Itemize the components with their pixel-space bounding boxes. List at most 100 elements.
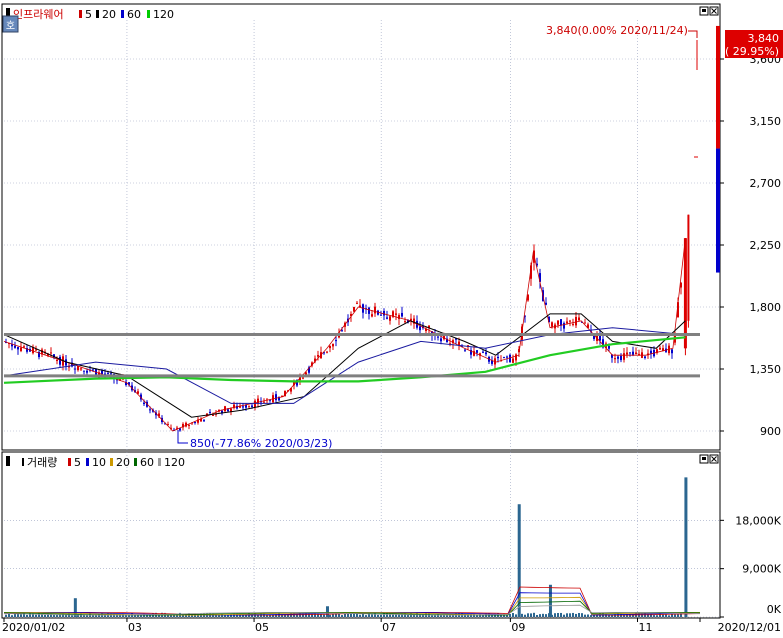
volume-bar bbox=[71, 615, 73, 617]
volume-bar bbox=[83, 615, 85, 617]
volume-bar bbox=[413, 614, 415, 617]
price-candle-body bbox=[194, 422, 196, 424]
price-candle-body bbox=[332, 343, 334, 347]
volume-bar bbox=[185, 614, 187, 617]
volume-bar bbox=[533, 612, 535, 617]
volume-bar bbox=[44, 614, 46, 617]
price-candle-body bbox=[398, 315, 400, 319]
volume-bar bbox=[359, 614, 361, 617]
volume-bar bbox=[551, 614, 553, 617]
volume-bar bbox=[56, 614, 58, 617]
volume-bar bbox=[41, 614, 43, 617]
price-candle-body bbox=[110, 373, 112, 375]
price-candle-body bbox=[404, 321, 406, 323]
volume-bar bbox=[572, 612, 574, 617]
price-panel-close-button[interactable] bbox=[709, 6, 719, 16]
price-candle-body bbox=[506, 356, 508, 358]
price-panel-restore-button[interactable] bbox=[699, 6, 709, 16]
volume-bar bbox=[557, 612, 559, 617]
price-candle-body bbox=[377, 310, 379, 315]
volume-bar bbox=[383, 613, 385, 617]
volume-bar bbox=[239, 614, 241, 617]
volume-bar bbox=[35, 614, 37, 617]
price-candle-body bbox=[164, 423, 166, 425]
volume-bar bbox=[530, 613, 532, 617]
price-candle-body bbox=[80, 368, 82, 370]
volume-bar bbox=[104, 614, 106, 617]
price-candle-body bbox=[566, 321, 568, 324]
price-candle-body bbox=[551, 322, 553, 327]
volume-bar bbox=[146, 614, 148, 617]
volume-bar bbox=[344, 613, 346, 617]
price-candle-body bbox=[632, 351, 634, 355]
volume-bar bbox=[380, 614, 382, 617]
volume-bar bbox=[647, 613, 649, 617]
price-candle-body bbox=[14, 345, 16, 348]
ma-120-line bbox=[3, 336, 686, 384]
volume-bar bbox=[452, 614, 454, 617]
price-candle-body bbox=[77, 366, 79, 371]
volume-bar bbox=[521, 613, 523, 617]
price-candle-body bbox=[281, 395, 283, 397]
price-candle-body bbox=[38, 351, 40, 358]
price-candle-body bbox=[248, 405, 250, 407]
axis-layer: 3,6003,1502,7002,2501,8001,35090018,000K… bbox=[2, 53, 782, 634]
price-candle-body bbox=[176, 427, 178, 429]
price-candle-body bbox=[527, 294, 529, 301]
price-range-bar-up bbox=[716, 25, 720, 149]
price-candle-body bbox=[626, 352, 628, 355]
volume-bar bbox=[350, 613, 352, 617]
volume-bar bbox=[467, 613, 469, 617]
price-candle-body bbox=[413, 318, 415, 324]
price-candle-body bbox=[644, 356, 646, 358]
price-candle-body bbox=[545, 302, 547, 305]
price-candle-body bbox=[167, 424, 169, 426]
volume-bar bbox=[392, 614, 394, 617]
volume-bar bbox=[653, 615, 655, 617]
price-candle-body bbox=[578, 317, 580, 321]
volume-bar bbox=[356, 613, 358, 617]
volume-bar bbox=[362, 613, 364, 617]
volume-bar bbox=[443, 614, 445, 617]
volume-bar bbox=[158, 615, 160, 617]
price-candle-body bbox=[203, 420, 205, 422]
price-candle-body bbox=[8, 343, 10, 345]
volume-bar bbox=[17, 612, 19, 617]
price-candle-body bbox=[560, 319, 562, 326]
volume-bar bbox=[314, 613, 316, 617]
volume-panel-close-button[interactable] bbox=[709, 454, 719, 464]
price-candle-body bbox=[17, 347, 19, 350]
price-candle-body bbox=[185, 422, 187, 427]
price-legend: 인프라웨어 5 20 60 120 bbox=[6, 8, 174, 21]
volume-bar bbox=[491, 615, 493, 617]
price-candle-body bbox=[464, 349, 466, 351]
price-candle-body bbox=[401, 312, 403, 317]
volume-bar bbox=[218, 615, 220, 617]
volume-bar bbox=[596, 614, 598, 617]
price-candle-body bbox=[491, 360, 493, 364]
volume-bar bbox=[539, 614, 541, 617]
price-candle-body bbox=[392, 311, 394, 317]
price-candle-body bbox=[350, 314, 352, 317]
price-candle-body bbox=[476, 350, 478, 353]
side-toggle-button[interactable]: 호 bbox=[2, 15, 19, 33]
volume-bar bbox=[293, 613, 295, 617]
volume-bar bbox=[407, 614, 409, 617]
volume-bar bbox=[398, 613, 400, 617]
volume-bar bbox=[5, 614, 7, 617]
price-candle-body bbox=[149, 409, 151, 411]
price-candle-body bbox=[440, 338, 442, 342]
price-candle-body bbox=[515, 354, 517, 361]
x-tick-label: 09 bbox=[511, 621, 525, 634]
volume-bar bbox=[578, 612, 580, 617]
price-candle-body bbox=[629, 352, 631, 354]
volume-bar bbox=[650, 613, 652, 617]
volume-panel-restore-button[interactable] bbox=[699, 454, 709, 464]
volume-bar bbox=[386, 613, 388, 617]
side-toggle-label: 호 bbox=[6, 20, 15, 32]
volume-bar bbox=[8, 613, 10, 617]
price-candle-body bbox=[308, 367, 310, 373]
volume-bar bbox=[230, 614, 232, 617]
price-candle-body bbox=[257, 398, 259, 404]
volume-bar bbox=[449, 614, 451, 617]
